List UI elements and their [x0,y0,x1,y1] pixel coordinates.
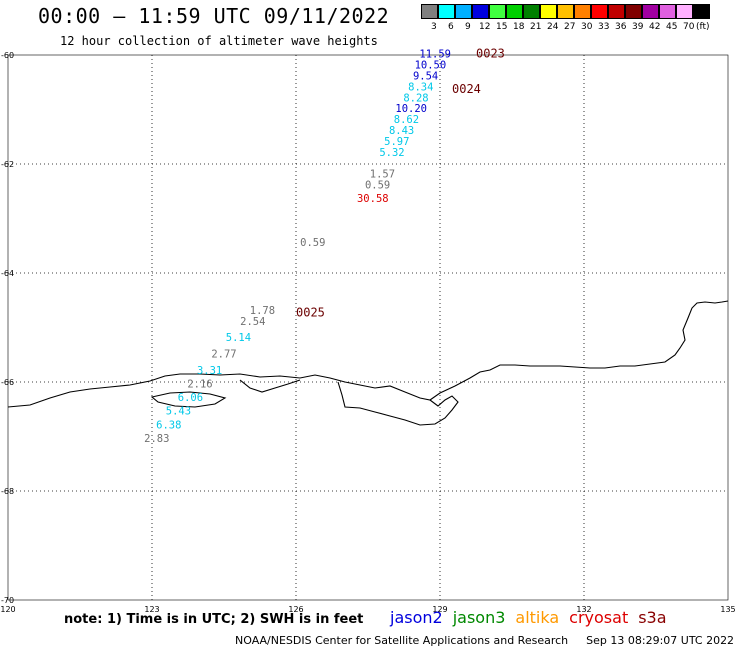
legend-swatch [438,4,455,19]
credit-line: NOAA/NESDIS Center for Satellite Applica… [235,634,734,647]
legend-swatch [472,4,489,19]
legend-label: 24 [547,22,559,32]
observations: 11.5910.509.548.348.2810.208.628.435.975… [144,49,451,445]
satellite-name: jason2 [390,608,443,627]
coastline-bay [337,381,459,426]
map-gridlines [8,55,728,600]
lat-tick-label: -66 [1,378,14,387]
legend-unit: (ft) [696,22,710,32]
legend-swatch [540,4,557,19]
legend-label: 6 [448,22,454,32]
legend-swatch [693,4,710,19]
satellite-legend: jason2 jason3 altika cryosat s3a [390,608,677,627]
legend-swatch [489,4,506,19]
swh-observation: 10.20 [395,103,427,115]
lon-tick-label: 129 [432,605,447,614]
legend-label: 21 [530,22,542,32]
swh-observation: 9.54 [413,71,438,83]
legend-swatch [523,4,540,19]
legend-label: 45 [666,22,678,32]
footnote: note: 1) Time is in UTC; 2) SWH is in fe… [64,612,364,627]
coastline [7,300,729,426]
swh-observation: 0.59 [300,237,325,249]
swh-observation: 10.50 [415,60,447,72]
lat-tick-label: -70 [1,596,14,605]
swh-observation: 5.14 [226,332,251,344]
swh-observation: 30.58 [357,193,389,205]
legend-label: 36 [615,22,627,32]
credit-text: NOAA/NESDIS Center for Satellite Applica… [235,634,569,647]
axis-ticks: 120 123 126 129 132 135 -60 -62 -64 -66 -68 -70 [0,51,735,614]
pass-labels: 0023 0024 0025 [296,47,505,320]
legend-swatch [591,4,608,19]
swh-observation: 0.59 [365,180,390,192]
map-subtitle: 12 hour collection of altimeter wave hei… [60,34,378,48]
legend-swatch [421,4,438,19]
swh-observation: 6.38 [156,419,181,431]
satellite-name: cryosat [569,608,629,627]
swh-observation: 8.28 [403,92,428,104]
legend-label: 27 [564,22,576,32]
swh-observation: 3.31 [197,365,222,377]
swh-observation: 8.62 [394,114,419,126]
lat-tick-label: -68 [1,487,14,496]
swh-observation: 2.16 [187,378,212,390]
lon-tick-label: 126 [288,605,303,614]
swh-observation: 8.43 [389,125,414,137]
swh-observation: 5.32 [379,147,404,159]
coastline-islands [150,391,227,408]
legend-swatch [659,4,676,19]
swh-observation: 8.34 [408,81,433,93]
coastline-main [7,300,729,408]
satellite-name: jason3 [452,608,506,627]
legend-label: 18 [513,22,525,32]
map-title: 00:00 – 11:59 UTC 09/11/2022 [38,4,390,28]
pass-time-label: 0024 [452,82,481,96]
pass-time-label: 0025 [296,306,325,320]
map-frame [7,54,729,601]
legend-swatch [642,4,659,19]
swh-observation: 11.59 [419,49,451,61]
lat-tick-label: -60 [1,51,14,60]
legend-swatch [676,4,693,19]
lon-tick-label: 135 [720,605,735,614]
legend-label: 12 [479,22,491,32]
swh-observation: 2.83 [144,433,169,445]
swh-observation: 2.54 [240,316,265,328]
legend-label: 42 [649,22,661,32]
coastline-inlet [239,379,301,393]
legend-swatch [574,4,591,19]
lon-tick-label: 132 [576,605,591,614]
swh-observation: 1.78 [250,305,275,317]
legend-label: 70 [683,22,695,32]
legend-label: 39 [632,22,644,32]
swh-observation: 5.43 [166,406,191,418]
legend-label: 15 [496,22,508,32]
legend-label: 33 [598,22,610,32]
satellite-name: s3a [638,608,667,627]
legend-swatch [506,4,523,19]
swh-observation: 2.77 [211,348,236,360]
legend-swatch [557,4,574,19]
legend-label: 3 [431,22,437,32]
lat-tick-label: -64 [1,269,14,278]
satellite-name: altika [515,608,560,627]
legend-swatch [455,4,472,19]
swh-observation: 6.06 [178,392,203,404]
swh-observation: 5.97 [384,136,409,148]
lon-tick-label: 120 [0,605,15,614]
legend-label: 9 [465,22,471,32]
pass-time-label: 0023 [476,47,505,61]
legend-swatch [625,4,642,19]
legend-label: 30 [581,22,593,32]
swh-observation: 1.57 [370,169,395,181]
lat-tick-label: -62 [1,160,14,169]
generated-timestamp: Sep 13 08:29:07 UTC 2022 [586,634,735,647]
legend-swatch [608,4,625,19]
lon-tick-label: 123 [144,605,159,614]
